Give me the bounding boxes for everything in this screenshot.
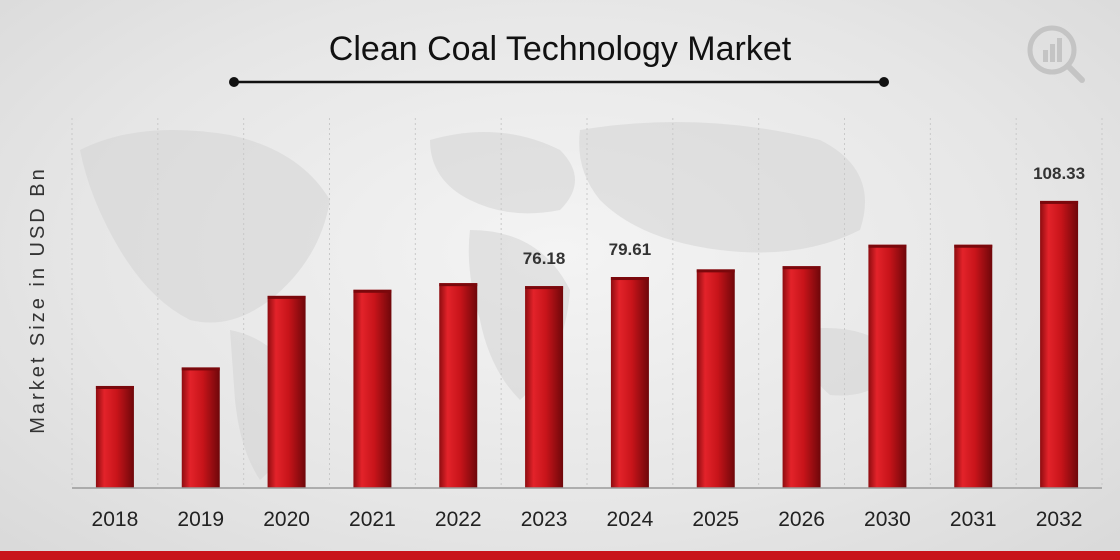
x-tick-label: 2032 <box>1036 508 1083 531</box>
chart-title: Clean Coal Technology Market <box>329 30 792 68</box>
bar-cap-2024 <box>610 277 649 281</box>
grid <box>71 118 1103 488</box>
x-tick-label: 2026 <box>778 508 825 531</box>
bar-cap-2032 <box>1040 200 1079 204</box>
bar-cap-2022 <box>439 283 478 287</box>
x-tick-label: 2021 <box>349 508 396 531</box>
bar-cap-2018 <box>95 385 134 389</box>
bar-2019 <box>181 367 220 488</box>
bar-2032 <box>1040 200 1079 488</box>
bar-2021 <box>353 289 392 488</box>
bar-2023 <box>525 286 564 488</box>
data-label-2023: 76.18 <box>523 249 566 268</box>
x-tick-label: 2025 <box>692 508 739 531</box>
x-tick-label: 2020 <box>263 508 310 531</box>
bar-cap-2020 <box>267 295 306 299</box>
data-label-2032: 108.33 <box>1033 164 1085 183</box>
bar-2031 <box>954 244 993 488</box>
bar-cap-2030 <box>868 244 907 248</box>
x-tick-label: 2018 <box>92 508 139 531</box>
bar-2022 <box>439 283 478 488</box>
x-tick-label: 2019 <box>177 508 224 531</box>
bar-2030 <box>868 244 907 488</box>
bar-cap-2026 <box>782 266 821 270</box>
data-label-2024: 79.61 <box>609 240 652 259</box>
x-tick-label: 2030 <box>864 508 911 531</box>
x-tick-label: 2022 <box>435 508 482 531</box>
bars <box>95 200 1079 488</box>
bar-cap-2021 <box>353 289 392 293</box>
bar-cap-2031 <box>954 244 993 248</box>
bar-2024 <box>610 277 649 488</box>
analytics-logo-icon <box>1027 25 1085 83</box>
title-underline <box>229 77 889 87</box>
bar-cap-2025 <box>696 269 735 273</box>
x-tick-label: 2024 <box>607 508 654 531</box>
bar-cap-2023 <box>525 286 564 290</box>
x-tick-label: 2031 <box>950 508 997 531</box>
bottom-accent-band <box>0 551 1120 560</box>
bar-2018 <box>95 385 134 488</box>
bar-2020 <box>267 295 306 488</box>
bar-2026 <box>782 266 821 488</box>
y-axis-label: Market Size in USD Bn <box>27 166 49 434</box>
world-map-background <box>80 122 900 480</box>
bar-2025 <box>696 269 735 488</box>
x-tick-label: 2023 <box>521 508 568 531</box>
labels: 2018 2019 2020 2021 2022 2023 76.18 2024 79.61 20… <box>92 164 1086 531</box>
bar-cap-2019 <box>181 367 220 371</box>
